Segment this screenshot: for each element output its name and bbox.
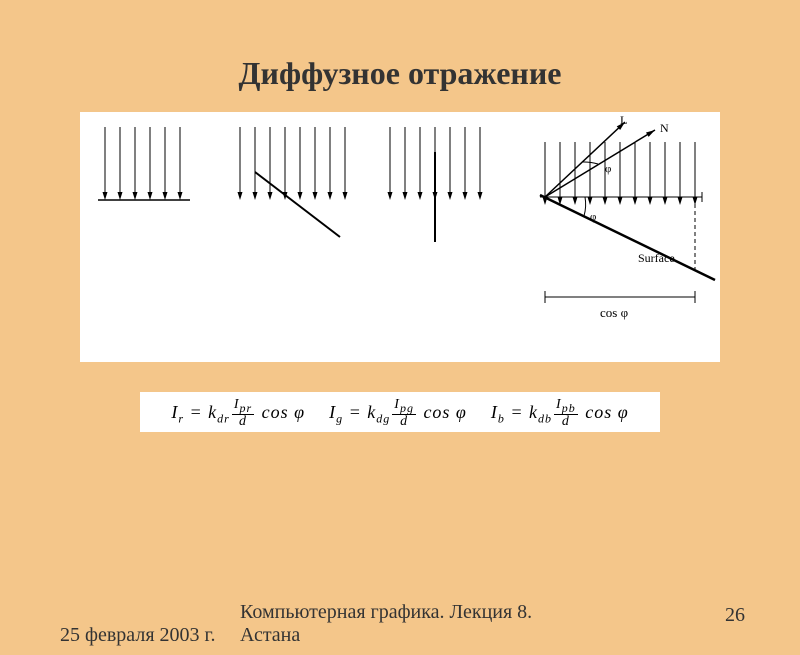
svg-text:cos φ: cos φ: [600, 305, 628, 320]
svg-text:N: N: [660, 121, 669, 135]
svg-text:Surface: Surface: [638, 251, 675, 265]
formula-box: Ir = kdrIprd cos φIg = kdgIpgd cos φIb =…: [140, 392, 660, 432]
svg-text:φ: φ: [605, 163, 611, 175]
page-title: Диффузное отражение: [0, 55, 800, 92]
footer-page: 26: [725, 604, 745, 627]
svg-text:L: L: [620, 113, 627, 127]
svg-text:φ: φ: [590, 211, 596, 223]
reflection-diagram: L Nφ φ Surface cos φ: [80, 112, 720, 362]
footer-center: Компьютерная графика. Лекция 8. Астана: [240, 601, 540, 647]
footer-date: 25 февраля 2003 г.: [60, 624, 220, 647]
